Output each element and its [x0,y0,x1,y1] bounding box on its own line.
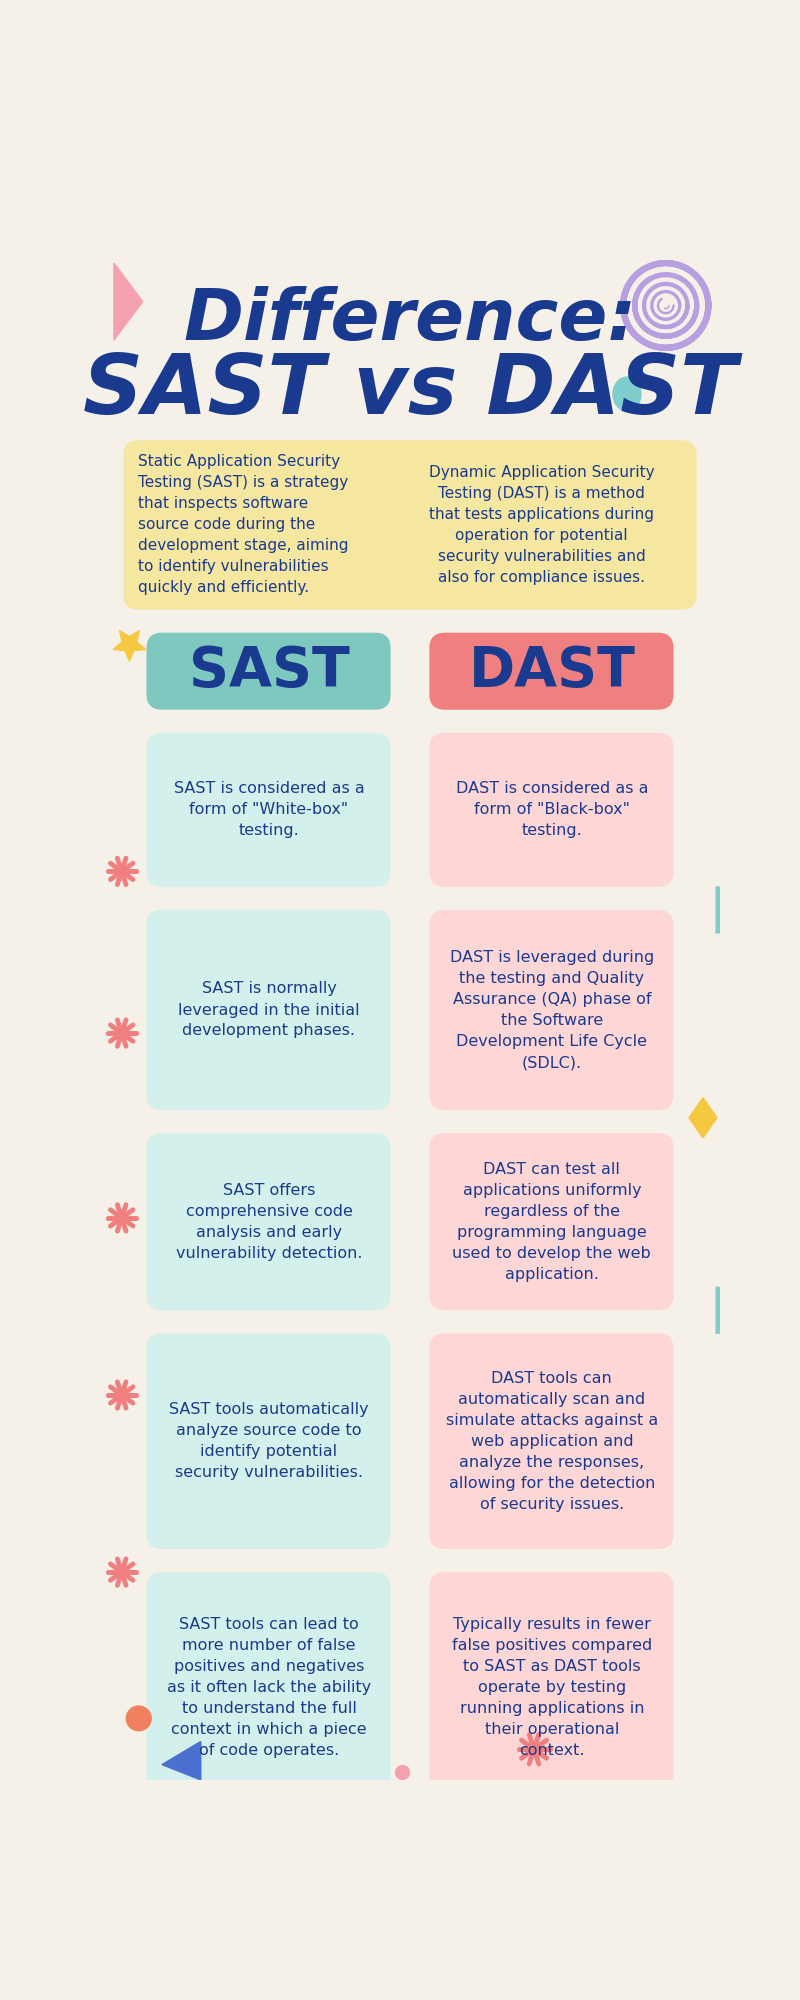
Text: SAST offers
comprehensive code
analysis and early
vulnerability detection.: SAST offers comprehensive code analysis … [176,1182,362,1260]
Text: DAST can test all
applications uniformly
regardless of the
programming language
: DAST can test all applications uniformly… [453,1162,651,1282]
FancyBboxPatch shape [430,1334,674,1548]
Text: Difference:: Difference: [183,286,637,356]
Polygon shape [716,886,733,932]
Text: DAST is leveraged during
the testing and Quality
Assurance (QA) phase of
the Sof: DAST is leveraged during the testing and… [450,950,654,1070]
FancyBboxPatch shape [146,632,390,710]
Polygon shape [114,630,146,662]
Text: SAST is considered as a
form of "White-box"
testing.: SAST is considered as a form of "White-b… [174,782,364,838]
FancyBboxPatch shape [430,1572,674,1804]
Polygon shape [689,1098,717,1138]
Text: SAST vs DAST: SAST vs DAST [83,350,737,430]
Polygon shape [613,378,641,410]
Text: Typically results in fewer
false positives compared
to SAST as DAST tools
operat: Typically results in fewer false positiv… [452,1618,652,1758]
Polygon shape [114,264,142,340]
Text: DAST tools can
automatically scan and
simulate attacks against a
web application: DAST tools can automatically scan and si… [446,1370,658,1512]
FancyBboxPatch shape [146,732,390,886]
FancyBboxPatch shape [430,1134,674,1310]
FancyBboxPatch shape [123,440,697,610]
Text: DAST: DAST [468,644,635,698]
Polygon shape [126,1706,151,1730]
FancyBboxPatch shape [146,1572,390,1804]
FancyBboxPatch shape [430,732,674,886]
FancyBboxPatch shape [430,632,674,710]
Text: SAST is normally
leveraged in the initial
development phases.: SAST is normally leveraged in the initia… [178,982,360,1038]
FancyBboxPatch shape [146,910,390,1110]
FancyBboxPatch shape [430,910,674,1110]
FancyBboxPatch shape [146,1334,390,1548]
Polygon shape [162,1742,201,1780]
Text: SAST tools automatically
analyze source code to
identify potential
security vuln: SAST tools automatically analyze source … [169,1402,369,1480]
Text: Static Application Security
Testing (SAST) is a strategy
that inspects software
: Static Application Security Testing (SAS… [138,454,349,596]
Polygon shape [716,1288,733,1334]
Text: Dynamic Application Security
Testing (DAST) is a method
that tests applications : Dynamic Application Security Testing (DA… [429,464,654,584]
FancyBboxPatch shape [146,1134,390,1310]
Text: SAST: SAST [189,644,350,698]
Text: DAST is considered as a
form of "Black-box"
testing.: DAST is considered as a form of "Black-b… [455,782,648,838]
Text: SAST tools can lead to
more number of false
positives and negatives
as it often : SAST tools can lead to more number of fa… [167,1618,371,1758]
